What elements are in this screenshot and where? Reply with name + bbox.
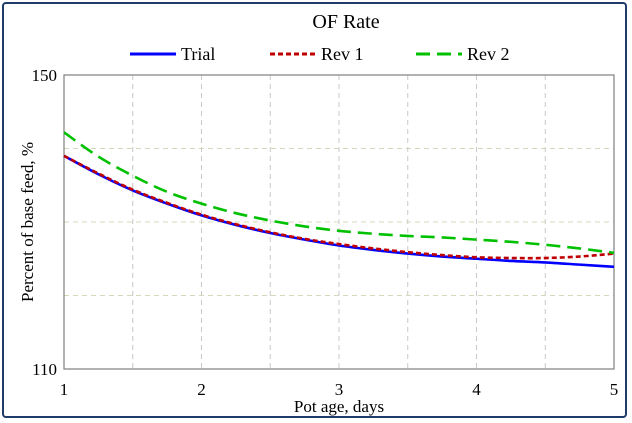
y-tick-label: 150 xyxy=(32,66,58,85)
x-tick-label: 2 xyxy=(197,380,206,399)
y-axis-label: Percent of base feed, % xyxy=(18,142,37,302)
series-line-rev-1 xyxy=(63,154,615,260)
x-tick-label: 4 xyxy=(472,380,481,399)
chart-title: OF Rate xyxy=(312,11,379,33)
x-axis-ticks: 1 2 3 4 5 xyxy=(60,380,619,399)
series-line-rev-2 xyxy=(63,131,615,255)
legend-label: Rev 1 xyxy=(321,44,364,64)
legend: Trial Rev 1 Rev 2 xyxy=(130,44,510,64)
x-tick-label: 5 xyxy=(610,380,619,399)
y-axis-ticks: 110 150 xyxy=(32,66,58,379)
y-tick-label: 110 xyxy=(32,360,57,379)
legend-label: Trial xyxy=(181,44,215,64)
series-layer xyxy=(63,131,615,269)
plot-area-border xyxy=(63,74,615,370)
grid xyxy=(64,75,614,369)
x-tick-label: 3 xyxy=(335,380,344,399)
x-axis-label: Pot age, days xyxy=(294,397,384,416)
chart-frame xyxy=(2,2,627,418)
x-tick-label: 1 xyxy=(60,380,69,399)
series-line-trial xyxy=(63,154,615,269)
legend-label: Rev 2 xyxy=(467,44,510,64)
